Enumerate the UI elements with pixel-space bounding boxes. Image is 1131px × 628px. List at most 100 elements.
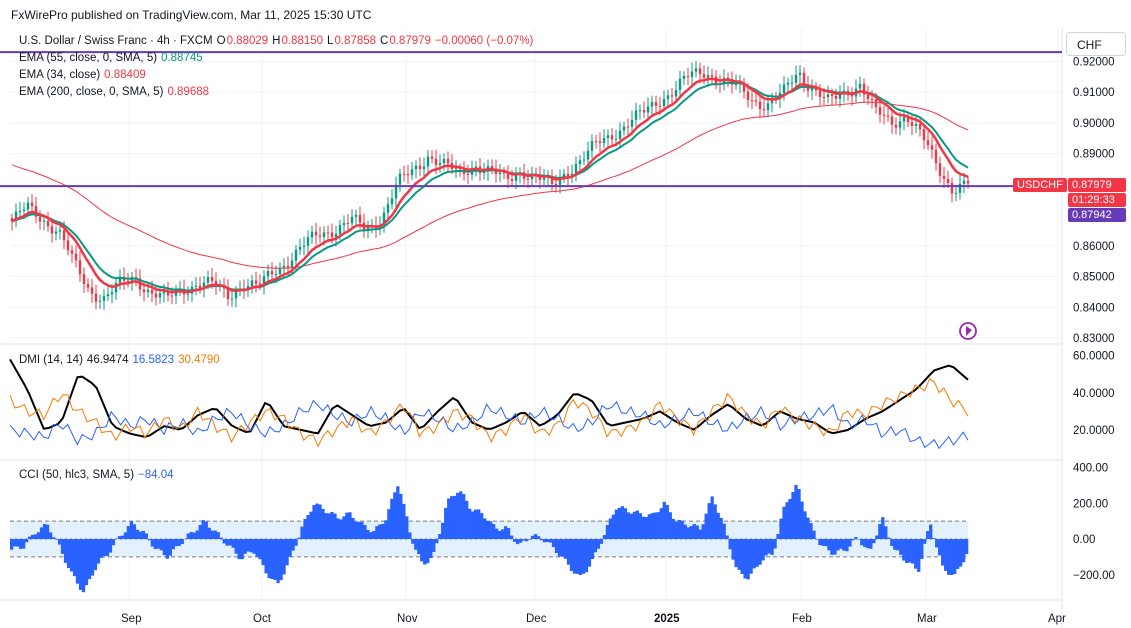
cci-bar: [378, 524, 382, 540]
candle-body: [106, 294, 110, 297]
candle-body: [342, 223, 346, 226]
candle-body: [426, 156, 430, 167]
candle-body: [390, 198, 394, 205]
cci-bar: [611, 514, 616, 540]
candle-body: [338, 225, 342, 234]
cci-bar: [204, 521, 208, 540]
cci-bar: [225, 539, 229, 546]
cci-bar: [710, 496, 714, 540]
cci-bar: [480, 513, 484, 540]
countdown-badge: 01:29:33: [1068, 193, 1126, 207]
cci-bar: [884, 526, 888, 540]
candle-body: [878, 107, 882, 115]
candle-body: [910, 121, 914, 126]
cci-bar: [581, 539, 586, 574]
candle-body: [422, 166, 426, 170]
cci-bar: [512, 539, 517, 542]
cci-bar: [722, 523, 726, 540]
candle-body: [350, 216, 354, 224]
candle-body: [66, 240, 70, 251]
dmi-tick-label: 60.0000: [1073, 351, 1115, 363]
candle-body: [346, 223, 350, 225]
cci-bar: [509, 535, 514, 540]
candle-body: [794, 74, 798, 83]
cci-bar: [770, 539, 774, 555]
cci-bar: [84, 539, 89, 586]
cci-bar: [417, 539, 421, 555]
candle-body: [922, 129, 926, 141]
cci-bar: [587, 539, 592, 567]
candle-body: [78, 260, 82, 275]
cci-bar: [572, 539, 577, 574]
cci-bar: [773, 539, 777, 549]
cci-bar: [291, 539, 295, 551]
cci-bar: [210, 530, 214, 540]
cci-bar: [830, 539, 834, 555]
candle-body: [166, 290, 170, 296]
cci-bar: [366, 529, 370, 540]
cci-label: CCI (50, hlc3, SMA, 5): [19, 469, 135, 481]
candle-body: [418, 165, 422, 170]
candle-body: [10, 218, 14, 222]
cci-bar: [123, 532, 128, 540]
candle-body: [298, 246, 302, 250]
cci-bar: [689, 526, 693, 540]
cci-bar: [162, 539, 166, 556]
candle-body: [322, 232, 326, 237]
cci-bar: [536, 536, 541, 540]
cci-bar: [189, 532, 193, 540]
cci-bar: [554, 539, 559, 554]
cci-bar: [638, 513, 642, 540]
cci-bar: [905, 539, 909, 564]
time-tick-label: Sep: [121, 613, 141, 625]
cci-bar: [201, 520, 205, 540]
cci-bar: [168, 539, 172, 556]
price-tick-label: 0.91000: [1073, 87, 1115, 99]
cci-bar: [474, 509, 478, 540]
cci-bar: [782, 506, 786, 540]
cci-bar: [351, 517, 355, 540]
candle-body: [702, 74, 706, 78]
cci-bar: [24, 539, 29, 543]
candle-body: [186, 293, 190, 295]
candle-body: [670, 95, 674, 97]
cci-bar: [749, 539, 753, 574]
cci-bar: [165, 539, 169, 559]
ema34-value: 0.88409: [104, 69, 146, 81]
candle-body: [294, 249, 298, 261]
close-label: C: [380, 35, 389, 47]
cci-bar: [135, 529, 140, 540]
candle-body: [946, 179, 950, 184]
cci-bar: [240, 539, 244, 560]
cci-bar: [108, 539, 113, 553]
ema55-legend: EMA (55, close, 0, SMA, 5) 0.88745: [19, 52, 207, 64]
ema34-label: EMA (34, close): [19, 69, 101, 81]
cci-bar: [839, 539, 843, 549]
currency-button[interactable]: CHF: [1066, 32, 1126, 56]
cci-bar: [228, 539, 232, 546]
cci-bar: [30, 534, 35, 540]
cci-bar: [261, 539, 265, 566]
cci-bar: [755, 539, 759, 567]
time-tick-label: Dec: [526, 613, 547, 625]
hline-price-badge: 0.87942: [1068, 208, 1126, 222]
candle-body: [126, 280, 130, 283]
cci-bar: [237, 539, 241, 560]
candle-body: [826, 94, 830, 98]
cci-bar: [965, 539, 969, 555]
cci-bar: [953, 539, 957, 574]
cci-bar: [132, 524, 137, 540]
candle-body: [114, 282, 118, 293]
cci-bar: [432, 539, 436, 552]
cci-bar: [785, 502, 789, 540]
candle-body: [562, 173, 566, 178]
cci-bar: [818, 539, 822, 546]
cci-bar: [78, 539, 83, 590]
candle-body: [250, 280, 254, 287]
cci-bar: [902, 539, 906, 561]
candle-body: [414, 165, 418, 170]
candle-body: [54, 231, 58, 234]
cci-bar: [617, 507, 622, 540]
candle-body: [430, 156, 434, 159]
